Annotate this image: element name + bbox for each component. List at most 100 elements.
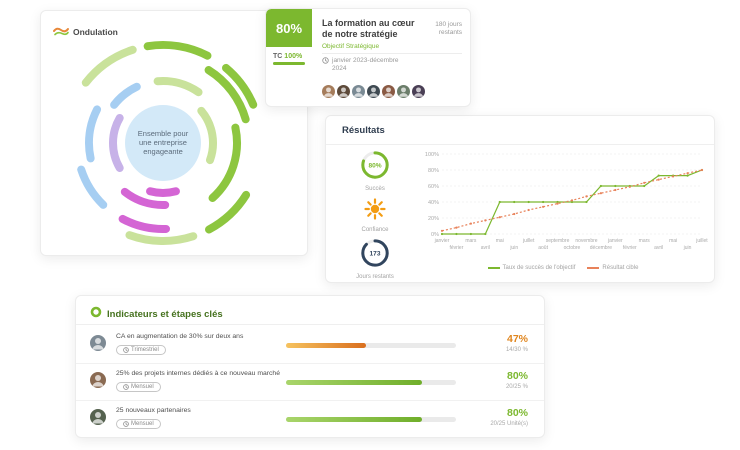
radial-segment[interactable]	[146, 187, 180, 197]
days-remaining-text: 180 jours restants	[435, 21, 462, 37]
indicators-header: Indicateurs et étapes clés	[90, 305, 223, 323]
indicator-ratio: 20/25 Unité(s)	[490, 421, 528, 427]
success-gauge: 80% Succès	[338, 150, 412, 192]
x-tick-label: juillet	[695, 238, 708, 244]
radial-segment[interactable]	[153, 77, 203, 97]
radial-segment[interactable]	[125, 231, 198, 245]
indicator-row[interactable]: 25 nouveaux partenaires Mensuel 80% 20/25 U…	[76, 401, 544, 437]
indicator-label: 25% des projets internes dédiés à ce nou…	[116, 370, 280, 377]
results-divider	[326, 144, 714, 145]
success-gauge-label: Succès	[365, 186, 385, 192]
radial-segment[interactable]	[85, 105, 102, 163]
assignee-avatar[interactable]	[397, 85, 410, 98]
assignee-avatar[interactable]	[412, 85, 425, 98]
person-icon	[354, 87, 363, 97]
legend-item: Résultat cible	[587, 265, 638, 271]
x-tick-label: mai	[496, 238, 504, 244]
days-remaining-gauge: 173 Jours restants	[338, 238, 412, 280]
assignee-avatar[interactable]	[337, 85, 350, 98]
person-icon	[92, 338, 104, 350]
x-tick-label: octobre	[564, 245, 581, 251]
x-tick-label: février	[623, 245, 637, 251]
indicator-ratio: 20/25 %	[505, 384, 528, 390]
y-tick-label: 80%	[428, 168, 439, 174]
objective-title[interactable]: La formation au cœur de notre stratégie	[322, 18, 415, 39]
objective-type-label: Objectif Stratégique	[322, 42, 380, 50]
indicator-percent: 47%	[506, 333, 528, 345]
person-icon	[399, 87, 408, 97]
indicator-value: 47% 14/30 %	[464, 333, 528, 353]
confidence-indicator-label: Confiance	[361, 227, 389, 233]
indicator-value: 80% 20/25 %	[464, 370, 528, 390]
x-tick-label: janvier	[434, 238, 450, 244]
radial-segment[interactable]	[77, 165, 108, 209]
radial-segment[interactable]	[197, 106, 217, 165]
x-tick-label: décembre	[590, 245, 612, 251]
y-tick-label: 40%	[428, 200, 439, 206]
objective-main: La formation au cœur de notre stratégie …	[322, 18, 462, 73]
person-icon	[384, 87, 393, 97]
indicator-row[interactable]: 25% des projets internes dédiés à ce nou…	[76, 364, 544, 401]
radial-segment[interactable]	[81, 45, 137, 87]
tc-progressbar	[273, 62, 305, 65]
indicator-owner-avatar[interactable]	[90, 335, 106, 351]
person-icon	[324, 87, 333, 97]
radial-segment[interactable]	[205, 190, 251, 234]
legend-label: Résultat cible	[602, 265, 639, 271]
radial-segment[interactable]	[120, 187, 170, 209]
indicator-frequency-text: Trimestriel	[131, 347, 159, 353]
radial-segment[interactable]	[208, 123, 241, 202]
assignee-avatar[interactable]	[382, 85, 395, 98]
radial-segment[interactable]	[110, 82, 141, 109]
indicator-label: CA en augmentation de 30% sur deux ans	[116, 333, 244, 340]
assignee-avatar[interactable]	[322, 85, 335, 98]
clock-icon	[123, 347, 129, 353]
radial-segment[interactable]	[204, 66, 250, 124]
confidence-indicator: Confiance	[338, 197, 412, 233]
objective-tc: TC 100%	[273, 53, 305, 65]
results-card: Résultats 80% Succès Confiance 173 Jours res…	[325, 115, 715, 283]
indicator-owner-avatar[interactable]	[90, 372, 106, 388]
brand-name: Ondulation	[73, 27, 118, 37]
x-tick-label: novembre	[575, 238, 597, 244]
sun-icon	[364, 198, 386, 220]
radial-segment[interactable]	[143, 41, 212, 60]
indicator-text: CA en augmentation de 30% sur deux ans Tr…	[116, 333, 243, 358]
legend-swatch	[487, 267, 500, 269]
indicator-ratio: 14/30 %	[505, 347, 528, 353]
indicator-progressbar-fill	[286, 380, 422, 385]
indicator-frequency-badge: Mensuel	[116, 382, 161, 392]
clock-icon	[123, 384, 129, 390]
indicators-divider	[76, 324, 544, 325]
objective-period: janvier 2023-décembre 2024	[322, 57, 414, 73]
radial-center-circle[interactable]	[125, 105, 201, 181]
indicator-percent: 80%	[506, 407, 528, 419]
objective-divider	[322, 52, 462, 54]
indicator-progressbar	[286, 343, 456, 348]
indicator-percent: 80%	[506, 370, 528, 382]
person-icon	[339, 87, 348, 97]
clock-icon	[123, 421, 129, 427]
assignee-avatar[interactable]	[367, 85, 380, 98]
radial-segment[interactable]	[109, 114, 124, 172]
indicator-frequency-badge: Mensuel	[116, 419, 161, 429]
indicator-list: CA en augmentation de 30% sur deux ans Tr…	[76, 327, 544, 437]
success-gauge-ring: 80%	[361, 151, 389, 179]
assignee-avatar[interactable]	[352, 85, 365, 98]
days-remaining-gauge-label: Jours restants	[356, 274, 394, 280]
indicator-owner-avatar[interactable]	[90, 409, 106, 425]
person-icon	[92, 375, 104, 387]
indicator-frequency-text: Mensuel	[131, 384, 154, 390]
indicator-row[interactable]: CA en augmentation de 30% sur deux ans Tr…	[76, 327, 544, 364]
radial-segment[interactable]	[118, 214, 171, 233]
legend-item: Taux de succès de l'objectif	[487, 265, 575, 271]
ondulation-logo-icon	[53, 23, 69, 41]
objective-progress-value: 80%	[266, 9, 312, 47]
tc-value: 100%	[284, 53, 303, 60]
indicator-progressbar	[286, 380, 456, 385]
x-tick-label: mars	[465, 238, 477, 244]
radial-segment[interactable]	[221, 63, 258, 109]
person-icon	[92, 412, 104, 424]
indicator-text: 25% des projets internes dédiés à ce nou…	[116, 370, 280, 395]
x-tick-label: février	[449, 245, 463, 251]
